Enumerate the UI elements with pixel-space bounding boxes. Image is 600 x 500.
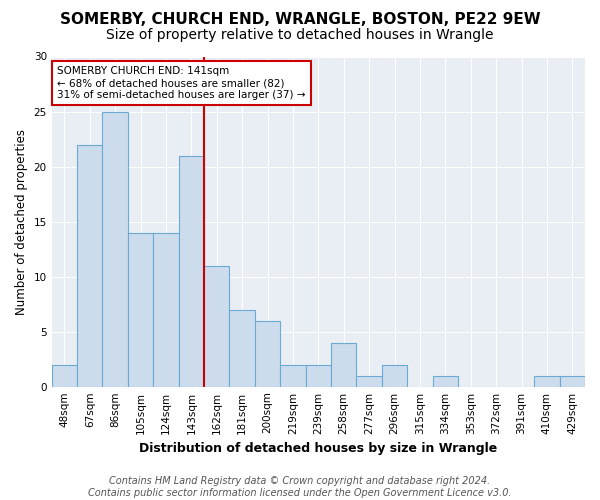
Text: SOMERBY CHURCH END: 141sqm
← 68% of detached houses are smaller (82)
31% of semi: SOMERBY CHURCH END: 141sqm ← 68% of deta… (57, 66, 305, 100)
Bar (356, 376, 382, 386)
Bar (153, 232, 179, 386)
Bar (179, 156, 204, 386)
Bar (433, 376, 458, 386)
Bar (280, 364, 305, 386)
Bar (255, 320, 280, 386)
Bar (204, 266, 229, 386)
X-axis label: Distribution of detached houses by size in Wrangle: Distribution of detached houses by size … (139, 442, 497, 455)
Bar (128, 232, 153, 386)
Bar (382, 364, 407, 386)
Bar (305, 364, 331, 386)
Bar (331, 342, 356, 386)
Bar (229, 310, 255, 386)
Text: Contains HM Land Registry data © Crown copyright and database right 2024.
Contai: Contains HM Land Registry data © Crown c… (88, 476, 512, 498)
Bar (52, 364, 77, 386)
Bar (560, 376, 585, 386)
Bar (103, 112, 128, 386)
Text: Size of property relative to detached houses in Wrangle: Size of property relative to detached ho… (106, 28, 494, 42)
Bar (534, 376, 560, 386)
Bar (77, 144, 103, 386)
Y-axis label: Number of detached properties: Number of detached properties (15, 128, 28, 314)
Text: SOMERBY, CHURCH END, WRANGLE, BOSTON, PE22 9EW: SOMERBY, CHURCH END, WRANGLE, BOSTON, PE… (59, 12, 541, 28)
